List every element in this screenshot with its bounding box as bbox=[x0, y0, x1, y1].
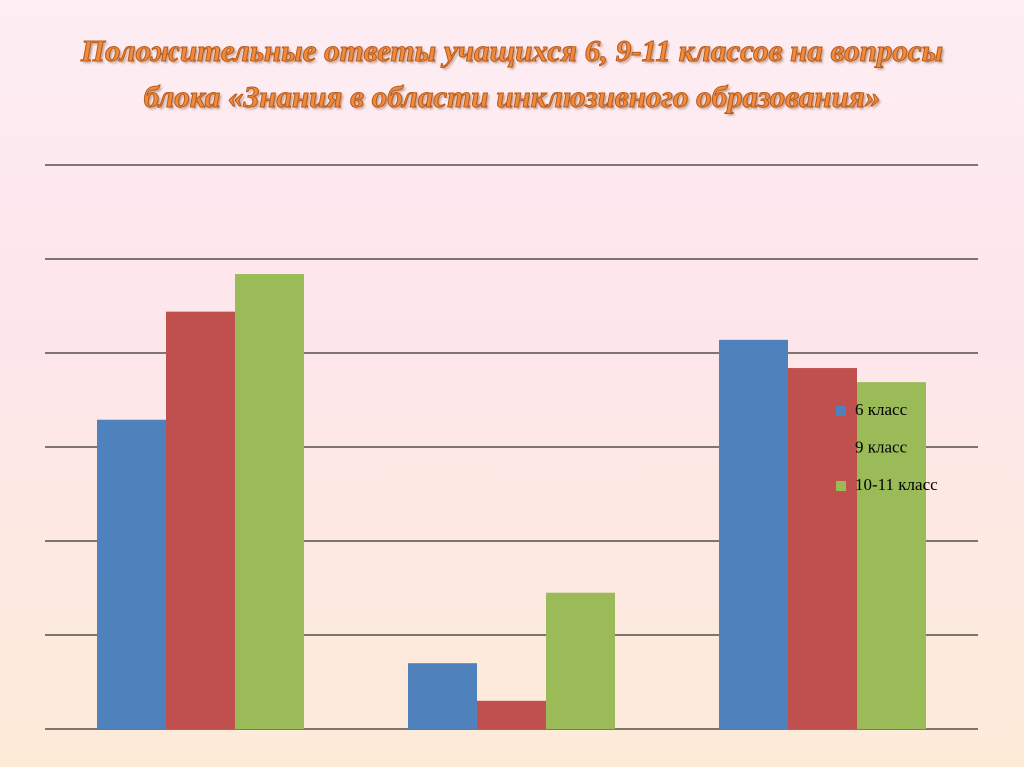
chart-title: Положительные ответы учащихся 6, 9-11 кл… bbox=[80, 33, 944, 115]
legend-swatch bbox=[836, 481, 846, 491]
bar bbox=[788, 368, 857, 729]
bar bbox=[546, 592, 615, 729]
legend-swatch bbox=[836, 443, 846, 454]
bar bbox=[477, 700, 546, 729]
bar bbox=[719, 339, 788, 729]
bar bbox=[235, 274, 304, 729]
legend-label: 10-11 класс bbox=[855, 475, 938, 494]
bar bbox=[166, 311, 235, 729]
bar bbox=[408, 663, 477, 729]
legend-label: 6 класс bbox=[855, 400, 908, 419]
legend-swatch bbox=[836, 406, 846, 416]
legend-label: 9 класс bbox=[855, 437, 908, 456]
bar bbox=[97, 419, 166, 729]
bar bbox=[857, 382, 926, 729]
